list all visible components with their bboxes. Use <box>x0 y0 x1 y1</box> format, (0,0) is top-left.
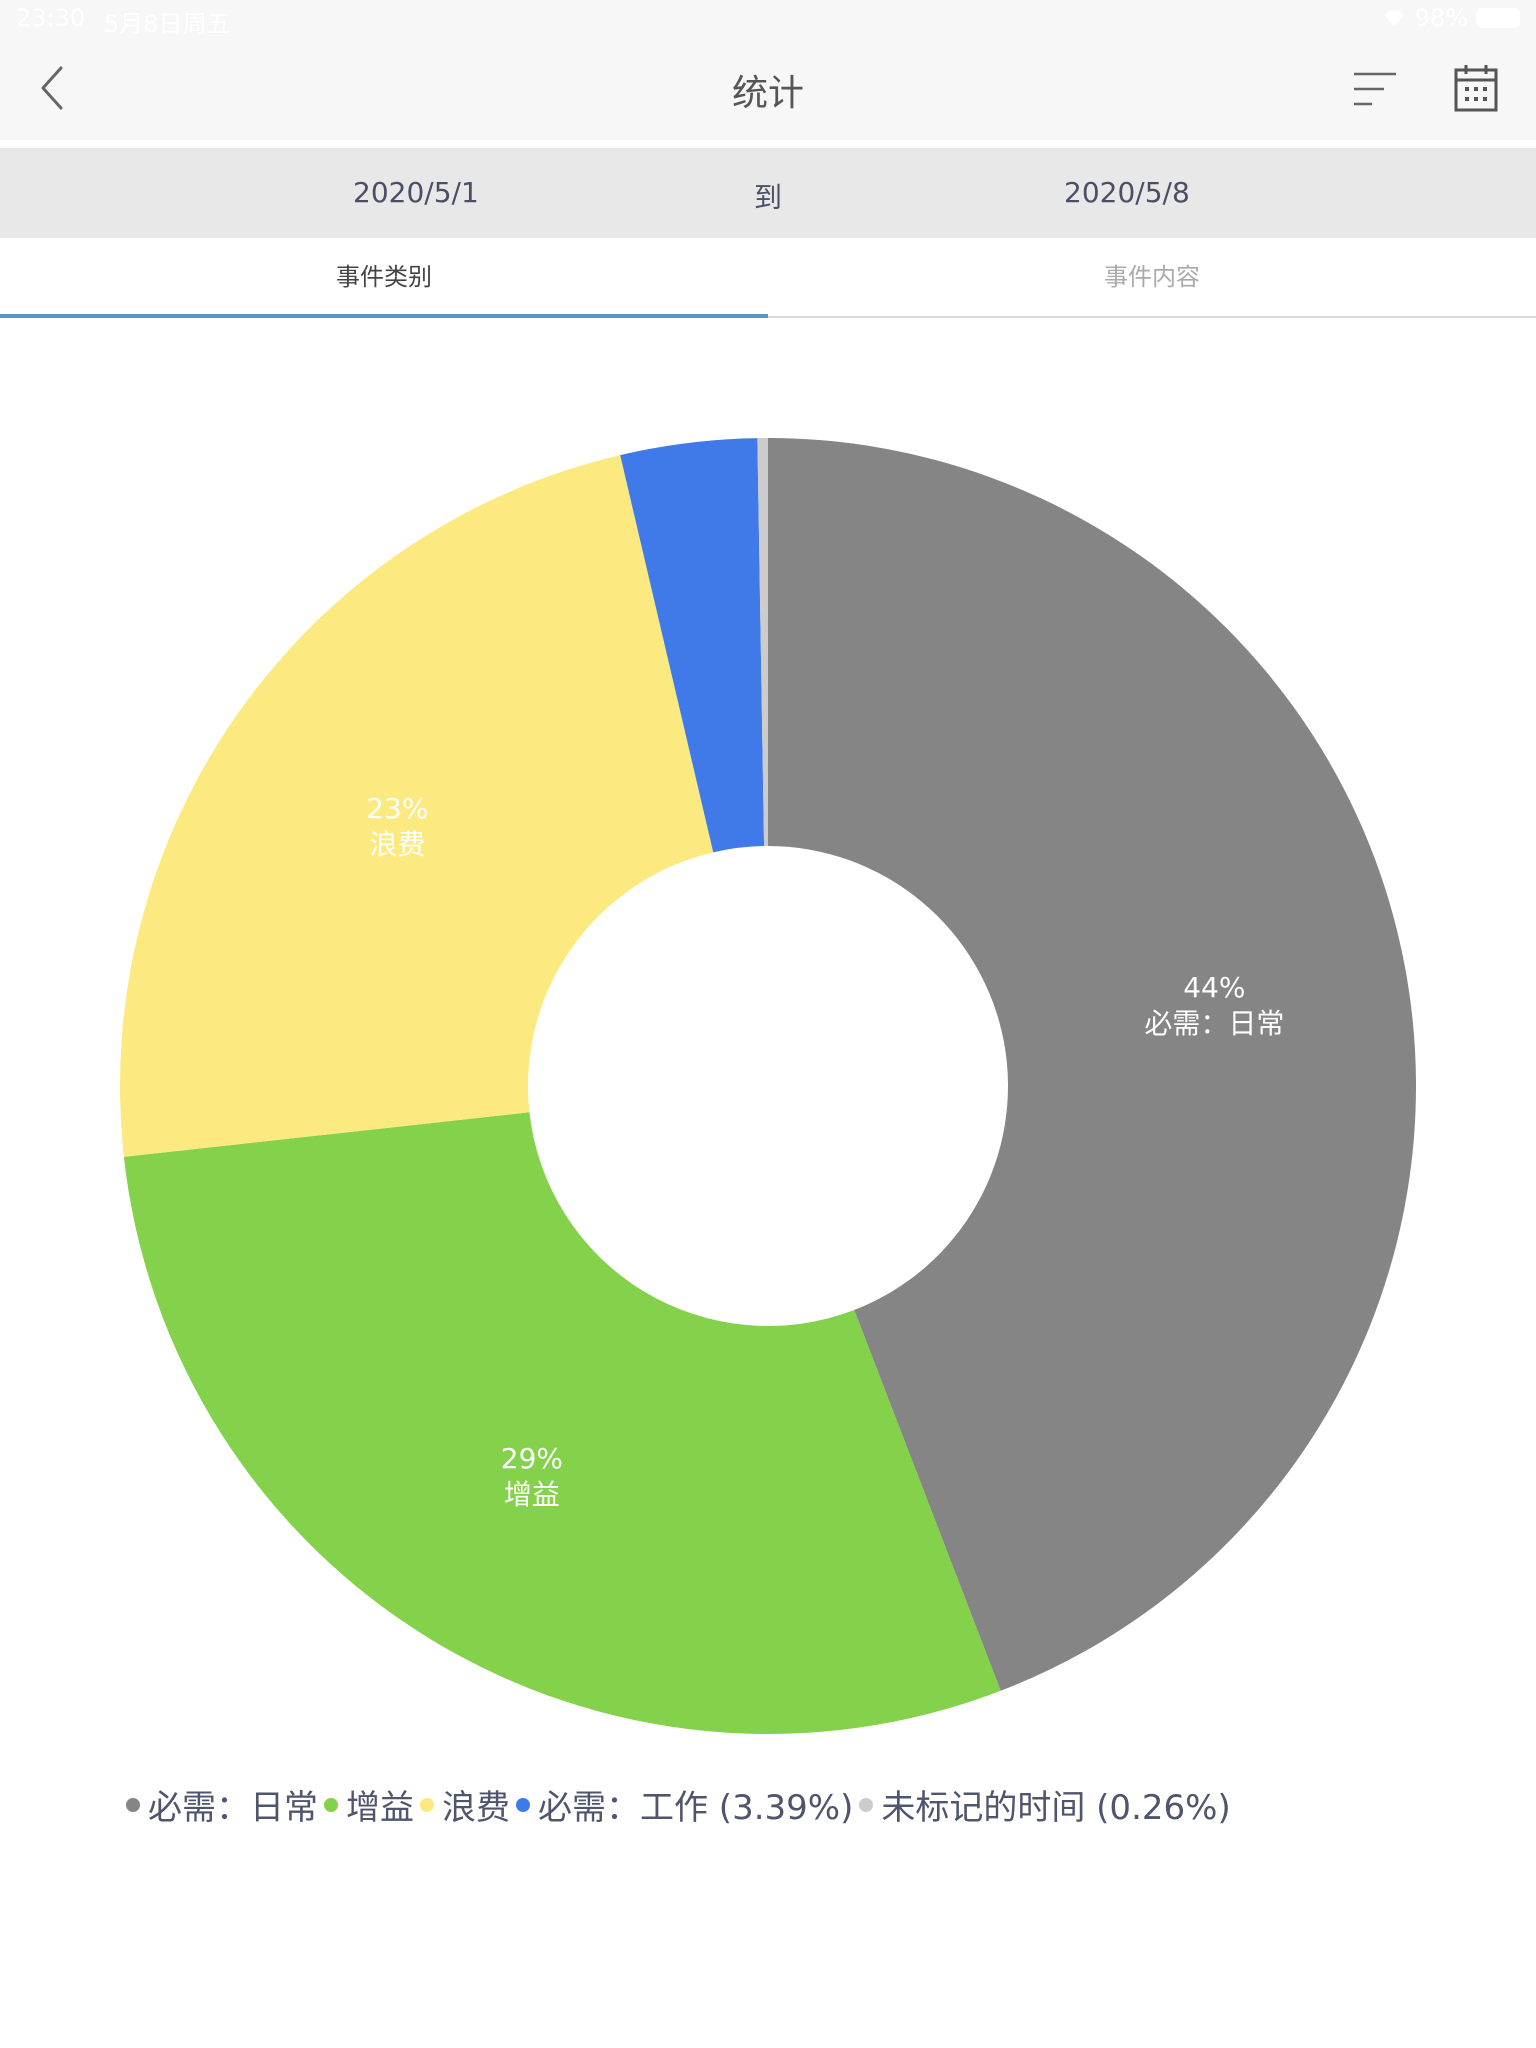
legend-label: 增益 <box>346 1788 414 1828</box>
start-date[interactable]: 2020/5/1 <box>353 176 479 209</box>
status-right: 98% <box>1381 4 1520 32</box>
legend-item[interactable]: 增益 <box>324 1780 414 1829</box>
page-title: 统计 <box>731 73 804 114</box>
legend-label: 浪费 <box>442 1788 510 1828</box>
legend-dot-icon <box>516 1797 530 1812</box>
wifi-icon <box>1383 10 1404 26</box>
legend-item[interactable]: 必需：日常 <box>126 1780 318 1829</box>
chart-legend: 必需：日常 增益 浪费 必需：工作 (3.39%) 未标记的时间 (0.26%) <box>126 1780 1526 1829</box>
active-tab-indicator <box>0 314 768 318</box>
nav-bar: 统计 <box>0 36 1536 140</box>
end-date[interactable]: 2020/5/8 <box>1064 176 1190 209</box>
tab-event-category[interactable]: 事件类别 <box>336 263 432 291</box>
list-button[interactable] <box>1346 64 1402 114</box>
pie-slice[interactable] <box>123 1112 1001 1734</box>
date-separator: 到 <box>754 181 783 214</box>
legend-dot-icon <box>126 1797 140 1812</box>
slice-percent-label: 23% <box>366 792 428 825</box>
legend-item[interactable]: 未标记的时间 (0.26%) <box>859 1780 1231 1829</box>
battery-icon <box>1476 8 1520 28</box>
status-date: 5月8日周五 <box>104 10 231 38</box>
legend-item[interactable]: 浪费 <box>420 1780 510 1829</box>
status-time: 23:30 <box>16 4 86 32</box>
date-range-bar: 2020/5/1 到 2020/5/8 <box>0 148 1536 238</box>
donut-chart: 44%必需：日常 29%增益 23%浪费 <box>119 438 1416 1734</box>
chevron-left-icon <box>41 66 63 110</box>
legend-dot-icon <box>859 1797 874 1812</box>
status-bar: 23:30 5月8日周五 98% <box>0 0 1536 38</box>
legend-label: 未标记的时间 (0.26%) <box>881 1788 1231 1828</box>
chart-area: 44% 必需：日常 29% 增益 23% 浪费 <box>0 318 1536 1908</box>
calendar-icon <box>1454 65 1498 112</box>
slice-name-label: 增益 <box>504 1478 560 1511</box>
slice-percent-label: 44% <box>1183 971 1245 1004</box>
legend-label: 必需：工作 (3.39%) <box>538 1788 854 1828</box>
tab-bar: 事件类别 事件内容 <box>0 238 1536 318</box>
pie-slice[interactable] <box>768 438 1416 1691</box>
battery-percent: 98% <box>1414 4 1468 32</box>
tab-event-content[interactable]: 事件内容 <box>1104 263 1200 291</box>
legend-item[interactable]: 必需：工作 (3.39%) <box>516 1780 853 1829</box>
legend-dot-icon <box>324 1797 338 1812</box>
legend-dot-icon <box>420 1797 434 1812</box>
pie-slice[interactable] <box>620 438 765 853</box>
slice-percent-label: 29% <box>501 1442 563 1475</box>
slice-name-label: 浪费 <box>369 828 425 861</box>
legend-label: 必需：日常 <box>148 1788 318 1828</box>
pie-slice[interactable] <box>757 438 768 847</box>
list-icon <box>1354 72 1396 106</box>
calendar-button[interactable] <box>1452 62 1500 114</box>
pie-slice[interactable] <box>119 455 714 1157</box>
slice-name-label: 必需：日常 <box>1144 1007 1284 1040</box>
back-button[interactable] <box>28 60 76 116</box>
